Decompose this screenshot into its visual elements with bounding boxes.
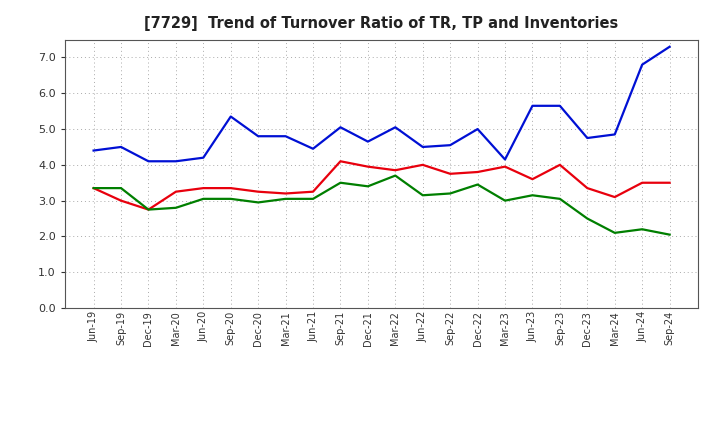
Trade Receivables	[254, 189, 263, 194]
Trade Receivables	[282, 191, 290, 196]
Trade Receivables	[638, 180, 647, 185]
Inventories	[117, 186, 125, 191]
Trade Receivables	[171, 189, 180, 194]
Inventories	[199, 196, 207, 202]
Trade Payables	[418, 144, 427, 150]
Trade Payables	[611, 132, 619, 137]
Inventories	[89, 186, 98, 191]
Inventories	[144, 207, 153, 212]
Trade Receivables	[418, 162, 427, 168]
Inventories	[611, 230, 619, 235]
Trade Payables	[528, 103, 537, 108]
Trade Receivables	[473, 169, 482, 175]
Trade Receivables	[89, 186, 98, 191]
Trade Receivables	[446, 171, 454, 176]
Trade Payables	[309, 146, 318, 151]
Inventories	[254, 200, 263, 205]
Inventories	[638, 227, 647, 232]
Inventories	[364, 183, 372, 189]
Trade Receivables	[611, 194, 619, 200]
Trade Payables	[226, 114, 235, 119]
Trade Payables	[117, 144, 125, 150]
Inventories	[418, 193, 427, 198]
Inventories	[473, 182, 482, 187]
Inventories	[446, 191, 454, 196]
Trade Payables	[583, 136, 592, 141]
Trade Receivables	[665, 180, 674, 185]
Inventories	[556, 196, 564, 202]
Trade Payables	[556, 103, 564, 108]
Trade Payables	[89, 148, 98, 153]
Inventories	[336, 180, 345, 185]
Line: Inventories: Inventories	[94, 176, 670, 235]
Trade Payables	[282, 134, 290, 139]
Trade Payables	[391, 125, 400, 130]
Trade Payables	[500, 157, 509, 162]
Inventories	[391, 173, 400, 178]
Trade Payables	[254, 134, 263, 139]
Trade Payables	[665, 44, 674, 49]
Trade Receivables	[528, 176, 537, 182]
Trade Payables	[473, 126, 482, 132]
Inventories	[282, 196, 290, 202]
Title: [7729]  Trend of Turnover Ratio of TR, TP and Inventories: [7729] Trend of Turnover Ratio of TR, TP…	[145, 16, 618, 32]
Trade Payables	[364, 139, 372, 144]
Trade Receivables	[226, 186, 235, 191]
Inventories	[171, 205, 180, 210]
Trade Receivables	[144, 207, 153, 212]
Trade Payables	[446, 143, 454, 148]
Inventories	[226, 196, 235, 202]
Inventories	[309, 196, 318, 202]
Trade Payables	[199, 155, 207, 160]
Trade Receivables	[199, 186, 207, 191]
Trade Receivables	[500, 164, 509, 169]
Trade Receivables	[336, 159, 345, 164]
Inventories	[500, 198, 509, 203]
Trade Receivables	[556, 162, 564, 168]
Inventories	[583, 216, 592, 221]
Trade Receivables	[391, 168, 400, 173]
Trade Receivables	[309, 189, 318, 194]
Trade Payables	[336, 125, 345, 130]
Trade Receivables	[117, 198, 125, 203]
Trade Payables	[144, 159, 153, 164]
Trade Receivables	[364, 164, 372, 169]
Inventories	[665, 232, 674, 237]
Inventories	[528, 193, 537, 198]
Line: Trade Payables: Trade Payables	[94, 47, 670, 161]
Trade Receivables	[583, 186, 592, 191]
Trade Payables	[638, 62, 647, 67]
Trade Payables	[171, 159, 180, 164]
Line: Trade Receivables: Trade Receivables	[94, 161, 670, 209]
